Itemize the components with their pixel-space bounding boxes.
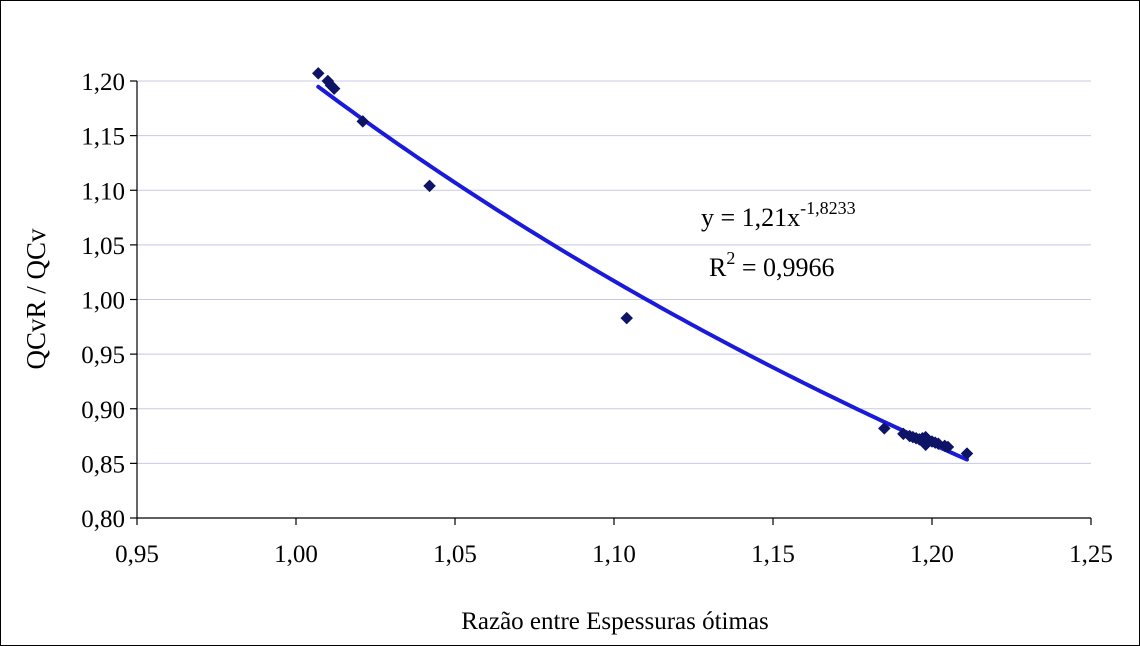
data-point bbox=[311, 66, 325, 80]
x-tick-label: 1,00 bbox=[274, 541, 318, 568]
trendline bbox=[316, 84, 969, 462]
trendline-path bbox=[316, 84, 969, 462]
x-tick-label: 1,15 bbox=[751, 541, 795, 568]
y-tick-label: 1,10 bbox=[81, 178, 125, 205]
data-point bbox=[941, 440, 955, 454]
x-tick-label: 1,25 bbox=[1069, 541, 1113, 568]
y-tick-label: 1,20 bbox=[81, 69, 125, 96]
data-point bbox=[620, 311, 634, 325]
data-point bbox=[960, 447, 974, 460]
y-tick-label: 1,05 bbox=[81, 233, 125, 260]
r2-suffix: = 0,9966 bbox=[735, 253, 834, 282]
equation-annotation: y = 1,21x-1,8233 bbox=[701, 198, 856, 232]
y-tick-label: 0,80 bbox=[81, 506, 125, 533]
x-tick-label: 1,05 bbox=[433, 541, 477, 568]
data-point bbox=[356, 115, 370, 128]
y-tick-label: 0,95 bbox=[81, 342, 125, 369]
x-axis-label: Razão entre Espessuras ótimas bbox=[461, 608, 769, 635]
y-tick-label: 1,15 bbox=[81, 124, 125, 151]
r2-prefix: R bbox=[709, 253, 727, 282]
x-tick-label: 1,20 bbox=[910, 541, 954, 568]
data-points bbox=[311, 66, 974, 460]
axes bbox=[130, 80, 1092, 525]
y-axis-label: QCvR / QCv bbox=[21, 228, 51, 370]
r-squared-annotation: R2 = 0,9966 bbox=[709, 248, 835, 282]
data-point bbox=[327, 82, 341, 96]
gridlines bbox=[137, 80, 1091, 464]
y-tick-label: 0,85 bbox=[81, 451, 125, 478]
equation-exponent: -1,8233 bbox=[800, 198, 856, 218]
r2-exponent: 2 bbox=[726, 248, 735, 268]
tick-labels: 0,80 0,85 0,90 0,95 1,00 1,05 1,10 1,15 1,20 0,95… bbox=[81, 69, 1113, 568]
x-tick-label: 0,95 bbox=[115, 541, 159, 568]
data-point bbox=[423, 179, 436, 193]
data-point bbox=[877, 422, 891, 435]
equation-prefix: y = 1,21x bbox=[701, 203, 800, 232]
y-tick-label: 0,90 bbox=[81, 397, 125, 424]
y-tick-label: 1,00 bbox=[81, 288, 125, 315]
x-tick-label: 1,10 bbox=[592, 541, 636, 568]
